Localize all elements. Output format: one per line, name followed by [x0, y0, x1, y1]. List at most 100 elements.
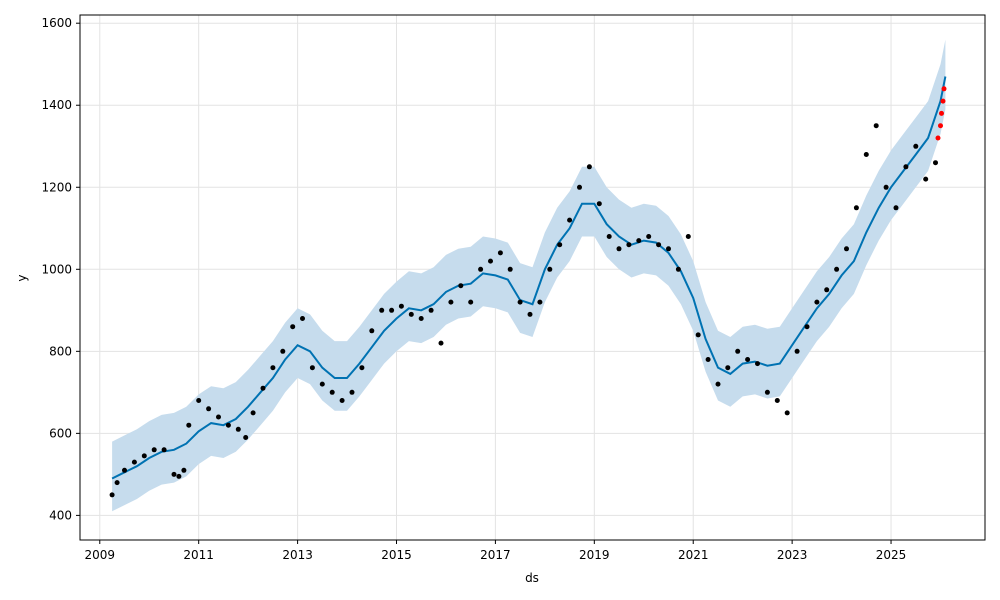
x-tick-label: 2019 — [579, 548, 610, 562]
observed-point — [300, 316, 305, 321]
uncertainty-band-area — [112, 39, 946, 512]
forecast-line — [111, 76, 947, 480]
observed-point — [923, 176, 929, 182]
y-tick-label: 800 — [49, 344, 72, 358]
x-tick-label: 2011 — [183, 548, 214, 562]
observed-point — [656, 242, 662, 248]
x-tick-label: 2021 — [678, 548, 709, 562]
forecast-line-path — [111, 76, 947, 480]
recent-point — [935, 135, 941, 141]
observed-point — [695, 332, 701, 338]
observed-point — [537, 299, 543, 305]
observed-point — [577, 184, 582, 190]
observed-point — [557, 242, 563, 248]
recent-point — [938, 123, 943, 129]
x-tick-label: 2013 — [282, 548, 313, 562]
observed-point — [225, 422, 231, 428]
recent-point — [939, 110, 944, 116]
x-tick-label: 2017 — [480, 548, 511, 562]
observed-point — [646, 234, 652, 239]
observed-point — [196, 398, 202, 403]
observed-point — [468, 299, 474, 305]
observed-point — [109, 492, 115, 498]
observed-point — [270, 365, 276, 371]
observed-point — [794, 348, 800, 354]
observed-point — [428, 307, 434, 313]
observed-point — [586, 164, 592, 170]
x-tick-label: 2025 — [876, 548, 907, 562]
observed-point — [675, 266, 681, 272]
observed-point — [176, 473, 182, 479]
observed-point — [186, 422, 192, 428]
observed-point — [863, 152, 869, 157]
observed-point — [527, 311, 533, 317]
observed-point — [547, 266, 553, 272]
observed-point — [883, 184, 889, 190]
observed-point — [567, 217, 573, 223]
observed-point — [735, 348, 741, 354]
observed-point — [235, 426, 241, 432]
observed-point — [329, 389, 335, 395]
observed-point — [853, 205, 859, 211]
observed-point — [774, 398, 780, 403]
observed-point — [705, 357, 711, 362]
x-axis-label: ds — [525, 571, 539, 585]
observed-point — [715, 381, 721, 387]
observed-point — [250, 410, 256, 416]
observed-point — [606, 234, 612, 239]
observed-point — [814, 299, 820, 305]
observed-point — [206, 406, 212, 412]
observed-point — [379, 307, 385, 313]
observed-point — [507, 266, 513, 272]
x-tick-label: 2015 — [381, 548, 412, 562]
observed-point — [903, 164, 909, 170]
observed-point — [408, 311, 414, 317]
observed-point — [725, 365, 731, 371]
observed-point — [834, 266, 840, 272]
observed-point — [804, 324, 810, 330]
recent-point — [940, 98, 946, 104]
observed-point — [151, 447, 157, 453]
observed-point — [161, 447, 167, 453]
observed-point — [339, 398, 345, 403]
uncertainty-band — [112, 39, 946, 512]
y-tick-label: 1200 — [41, 180, 72, 194]
axes: 2009 2011 2013 2015 2017 2019 2021 2023 2025 400 6… — [41, 14, 986, 562]
observed-point — [349, 389, 355, 395]
observed-point — [131, 459, 137, 465]
observed-point — [359, 365, 365, 371]
recent-points — [935, 86, 947, 141]
observed-point — [873, 123, 879, 129]
observed-point — [122, 467, 127, 473]
observed-point — [181, 467, 187, 473]
observed-point — [636, 238, 642, 244]
observed-point — [309, 365, 315, 371]
observed-point — [448, 299, 454, 305]
observed-point — [141, 453, 147, 459]
x-tick-label: 2023 — [777, 548, 808, 562]
observed-point — [596, 201, 602, 207]
y-tick-label: 1600 — [41, 16, 72, 30]
observed-point — [216, 414, 221, 420]
x-tick-label: 2009 — [85, 548, 116, 562]
recent-point — [941, 86, 947, 92]
observed-point — [666, 246, 671, 252]
observed-point — [626, 242, 632, 248]
observed-point — [389, 307, 395, 313]
observed-point — [369, 328, 375, 334]
observed-point — [290, 324, 296, 330]
observed-point — [418, 316, 424, 321]
observed-point — [280, 348, 286, 354]
plot-frame — [79, 14, 986, 541]
observed-point — [933, 160, 938, 166]
observed-point — [398, 303, 404, 309]
observed-point — [458, 283, 464, 289]
observed-point — [844, 246, 849, 252]
observed-point — [319, 381, 325, 387]
y-axis-label: y — [15, 274, 29, 281]
observed-point — [171, 471, 177, 477]
observed-points — [109, 123, 938, 498]
observed-point — [824, 287, 830, 293]
observed-point — [685, 234, 691, 239]
observed-point — [114, 480, 120, 486]
